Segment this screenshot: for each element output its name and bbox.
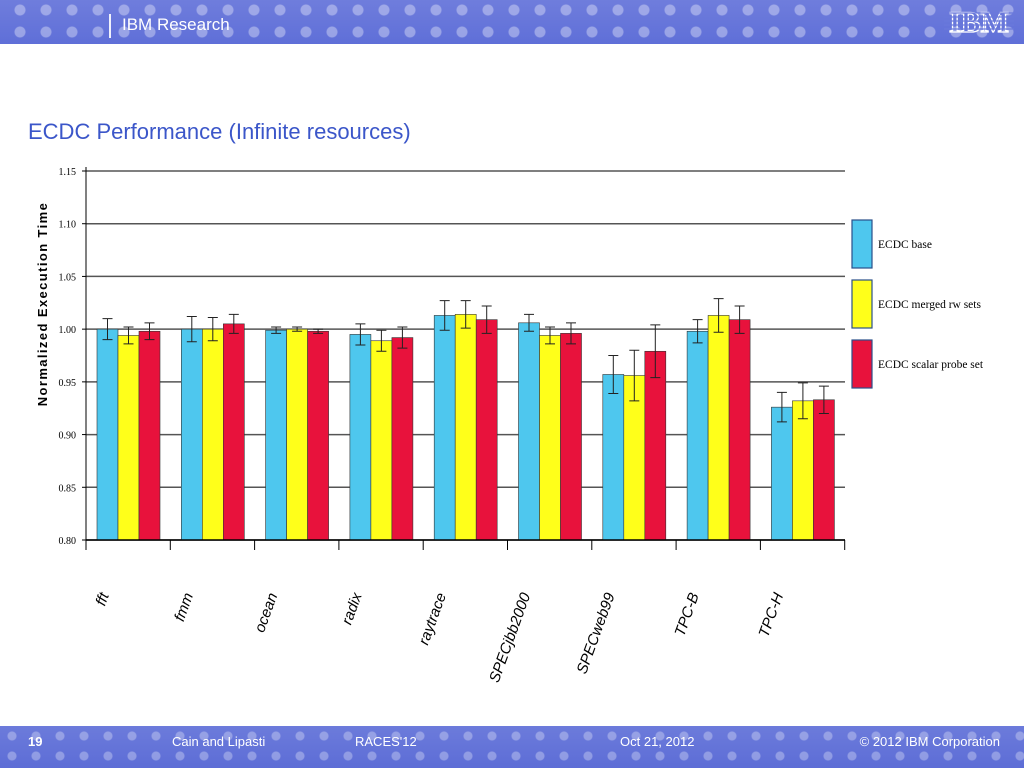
bar	[475, 319, 498, 541]
error-bar	[481, 305, 492, 334]
footer-venue: RACES'12	[355, 734, 417, 749]
ibm-logo-stripes	[944, 12, 1014, 30]
footer-date: Oct 21, 2012	[620, 734, 695, 749]
error-bar	[207, 317, 218, 342]
slide-title: ECDC Performance (Infinite resources)	[28, 119, 411, 144]
header-separator	[109, 14, 111, 38]
error-bar	[818, 385, 829, 414]
x-tick-label: TPC-B	[671, 591, 702, 639]
bar	[771, 406, 793, 541]
footer-authors: Cain and Lipasti	[172, 734, 266, 749]
y-tick-label: 0.80	[59, 536, 77, 547]
bar-chart: 0.80 0.85 0.90 0.95 1.00 1.05 1.10 1.15 fft fmm oc…	[35, 167, 984, 685]
header-bar: IBM Research IBM	[0, 0, 1024, 44]
bar	[286, 328, 308, 541]
x-tick-label: fft	[93, 590, 114, 608]
bar	[138, 330, 161, 541]
x-tick-label: raytrace	[415, 591, 450, 648]
bar	[181, 328, 203, 541]
x-tick-label: ocean	[251, 591, 281, 635]
error-bar	[376, 329, 387, 352]
error-bar	[144, 322, 155, 341]
error-bar	[692, 319, 703, 344]
footer-copyright: © 2012 IBM Corporation	[859, 734, 1000, 749]
error-bar	[460, 300, 471, 329]
x-tick-label: SPECjbb2000	[486, 590, 534, 685]
error-bar	[797, 382, 808, 420]
y-axis-label: Normalized Execution Time	[35, 202, 50, 407]
bar	[117, 335, 140, 541]
ibm-logo: IBM	[944, 5, 1014, 40]
error-bar	[650, 324, 661, 379]
bar	[454, 314, 477, 541]
bar	[433, 315, 456, 541]
error-bar	[524, 313, 534, 332]
bar	[349, 334, 372, 541]
error-bar	[271, 326, 282, 334]
bar	[307, 330, 329, 541]
y-tick-label: 0.95	[59, 378, 77, 389]
bar	[792, 400, 814, 541]
error-bar	[545, 326, 555, 345]
error-bar	[608, 355, 619, 394]
page-number: 19	[28, 734, 43, 749]
error-bar	[292, 326, 303, 332]
x-tick-label: fmm	[171, 591, 197, 624]
y-tick-label: 1.00	[59, 325, 77, 336]
bar	[370, 340, 393, 541]
bar	[707, 315, 730, 541]
bar	[265, 329, 287, 541]
error-bar	[734, 305, 745, 334]
legend-swatch	[851, 279, 873, 329]
bar	[391, 337, 414, 541]
bar	[686, 330, 709, 541]
bars	[96, 298, 835, 541]
bar	[813, 399, 835, 541]
error-bar	[713, 298, 724, 333]
bar	[728, 319, 751, 541]
legend-label: ECDC base	[878, 239, 932, 251]
bar	[602, 374, 625, 541]
bar	[518, 322, 540, 541]
error-bar	[566, 322, 576, 345]
y-tick-label: 1.05	[59, 272, 77, 283]
x-tick-label: SPECweb99	[573, 590, 618, 676]
error-bar	[313, 328, 324, 334]
error-bar	[776, 391, 787, 423]
header-org: IBM Research	[122, 15, 230, 34]
bar	[202, 328, 224, 541]
error-bar	[397, 326, 408, 349]
error-bar	[629, 349, 640, 402]
legend: ECDC base ECDC merged rw sets ECDC scalar …	[851, 219, 984, 389]
footer-bar: 19 Cain and Lipasti RACES'12 Oct 21, 201…	[0, 726, 1024, 768]
ibm-logo-text: IBM	[949, 6, 1009, 39]
bar	[223, 323, 245, 541]
bar	[560, 333, 582, 541]
legend-swatch	[851, 219, 873, 269]
y-tick-label: 0.90	[59, 431, 77, 442]
bar	[96, 328, 119, 541]
x-tick-label: TPC-H	[756, 590, 788, 639]
error-bar	[123, 326, 134, 345]
legend-label: ECDC scalar probe set	[878, 359, 984, 371]
error-bar	[186, 315, 197, 343]
y-tick-label: 0.85	[59, 483, 77, 494]
y-tick-label: 1.10	[59, 220, 77, 231]
y-tick-label: 1.15	[59, 167, 77, 178]
legend-swatch	[851, 339, 873, 389]
error-bar	[355, 323, 366, 346]
error-bar	[439, 300, 450, 331]
legend-label: ECDC merged rw sets	[878, 299, 981, 311]
error-bar	[228, 313, 239, 334]
bar	[539, 335, 561, 541]
bar	[644, 350, 667, 541]
x-tick-label: radix	[339, 590, 366, 627]
error-bar	[102, 318, 113, 341]
